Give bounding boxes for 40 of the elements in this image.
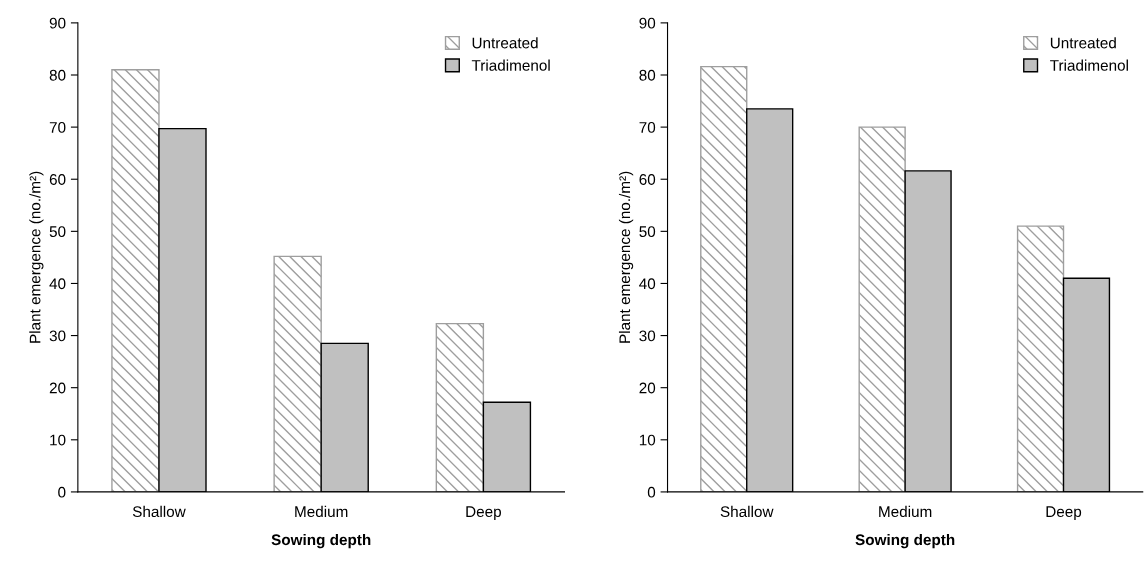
y-tick-label: 80 xyxy=(639,69,656,81)
bar xyxy=(435,322,485,492)
bar xyxy=(1016,225,1065,492)
y-tick-label: 30 xyxy=(639,330,656,342)
y-tick-label: 10 xyxy=(639,434,656,446)
x-tick-label: Medium xyxy=(295,505,348,518)
y-tick-label: 70 xyxy=(639,121,656,133)
y-axis-title: Plant emergence (no./m²) xyxy=(29,171,44,343)
y-tick-label: 20 xyxy=(639,382,656,394)
y-tick-label: 90 xyxy=(49,17,66,29)
y-axis-title: Plant emergence (no./m²) xyxy=(618,171,634,343)
x-tick-label: Deep xyxy=(466,506,501,521)
x-axis-title: Sowing depth xyxy=(271,533,371,549)
x-axis-title: Sowing depth xyxy=(855,533,955,549)
y-tick-label: 70 xyxy=(49,121,66,133)
y-tick-label: 30 xyxy=(49,330,66,342)
y-tick-label: 40 xyxy=(639,278,656,290)
legend-label: Triadimenol xyxy=(471,59,550,71)
y-tick-label: 50 xyxy=(49,226,66,238)
y-tick-label: 60 xyxy=(49,174,66,185)
legend-label: Untreated xyxy=(1050,37,1116,49)
y-tick-label: 0 xyxy=(58,486,66,498)
bar xyxy=(700,65,748,492)
y-tick-label: 80 xyxy=(49,69,66,81)
x-tick-label: Deep xyxy=(1046,506,1082,521)
legend-label: Triadimenol xyxy=(1050,59,1128,71)
y-tick-label: 60 xyxy=(639,174,656,185)
x-tick-label: Shallow xyxy=(132,505,186,518)
y-tick-label: 40 xyxy=(49,278,66,290)
x-tick-label: Shallow xyxy=(720,505,774,518)
legend-label: Untreated xyxy=(472,37,538,49)
y-tick-label: 0 xyxy=(647,486,656,498)
y-tick-label: 10 xyxy=(50,434,66,446)
bar xyxy=(273,255,322,492)
x-tick-label: Medium xyxy=(879,505,932,518)
y-tick-label: 50 xyxy=(639,226,656,238)
y-tick-label: 20 xyxy=(49,382,66,394)
bar xyxy=(858,126,906,492)
y-tick-label: 90 xyxy=(639,17,656,29)
bar xyxy=(111,69,160,492)
